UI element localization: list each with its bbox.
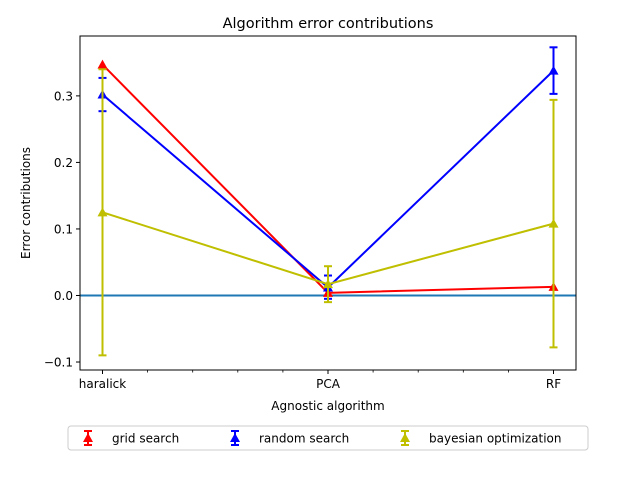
y-tick-label: 0.3 <box>54 89 73 103</box>
series-line <box>101 69 555 289</box>
y-axis-ticks: −0.1 0.0 0.1 0.2 0.3 <box>44 89 80 370</box>
y-axis-label: Error contributions <box>19 147 33 259</box>
legend-label: bayesian optimization <box>429 432 561 446</box>
legend-frame <box>67 425 589 451</box>
legend-marker <box>400 433 410 442</box>
series-random-search <box>97 46 559 300</box>
plot-area <box>80 46 576 357</box>
plot-frame <box>79 35 577 371</box>
y-tick-label: 0.1 <box>54 222 73 236</box>
series-grid-search <box>97 59 559 297</box>
chart-title: Algorithm error contributions <box>223 16 434 32</box>
legend-marker <box>83 433 93 442</box>
legend-item: grid search <box>83 430 179 446</box>
x-axis-ticks: haralick PCA RF <box>79 370 561 391</box>
x-tick-label: RF <box>546 377 561 391</box>
series-bayesian-optimization <box>97 68 559 357</box>
legend-marker <box>230 433 240 442</box>
legend-label: random search <box>259 432 349 446</box>
legend-label: grid search <box>112 432 179 446</box>
y-tick-label: 0.2 <box>54 156 73 170</box>
x-axis-label: Agnostic algorithm <box>271 399 384 413</box>
legend-item: bayesian optimization <box>400 430 561 446</box>
legend-item: random search <box>230 430 349 446</box>
data-point <box>97 59 108 69</box>
data-point <box>548 218 559 228</box>
series-line <box>101 63 554 294</box>
legend: grid search random search bayesian optimiz… <box>67 425 589 451</box>
data-point <box>548 65 559 75</box>
y-tick-label: −0.1 <box>44 356 73 370</box>
x-tick-label: PCA <box>316 377 341 391</box>
x-tick-label: haralick <box>79 377 127 391</box>
data-point <box>323 279 333 289</box>
y-tick-label: 0.0 <box>54 289 73 303</box>
data-point <box>97 207 108 217</box>
